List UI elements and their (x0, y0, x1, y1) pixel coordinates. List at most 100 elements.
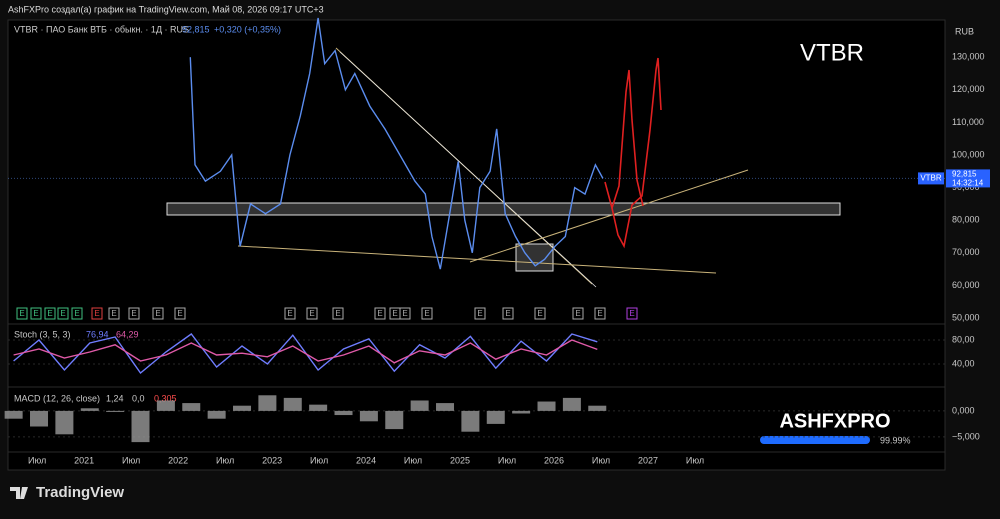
earnings-box (108, 307, 120, 320)
earnings-marker: E (335, 309, 340, 318)
histogram-bar (486, 410, 505, 424)
x-tick-label: Июл (686, 455, 704, 465)
earnings-marker: E (424, 309, 429, 318)
price-change: +0,320 (+0,35%) (214, 24, 281, 34)
y-tick-label: 110,000 (952, 117, 984, 127)
histogram-bar (410, 400, 429, 411)
histogram-bar (461, 410, 480, 432)
currency: RUB (955, 26, 974, 36)
x-tick-label: Июл (404, 455, 422, 465)
earnings-marker: E (377, 309, 382, 318)
earnings-box (626, 307, 638, 320)
watermark-bar (760, 436, 870, 444)
forecast-line (611, 57, 662, 249)
earnings-marker: E (575, 309, 580, 318)
trend-line (469, 169, 749, 263)
chart-area (7, 19, 946, 471)
earnings-box (502, 307, 514, 320)
earnings-box (399, 307, 411, 320)
earnings-marker: E (287, 309, 292, 318)
series-tag (918, 172, 944, 185)
x-tick-label: 2021 (74, 455, 94, 465)
x-tick-label: Июл (216, 455, 234, 465)
forecast-line (604, 69, 644, 211)
earnings-marker: E (155, 309, 160, 318)
y-tick-label: 100,000 (952, 149, 985, 159)
y-tick-label: 40,00 (952, 358, 975, 368)
macd-value: 0,305 (154, 393, 177, 403)
earnings-marker: E (597, 309, 602, 318)
last-time: 14:32:14 (952, 179, 984, 188)
last-price-value: 92,815 (952, 170, 977, 179)
histogram-bar (233, 405, 252, 411)
stoch-title: Stoch (3, 5, 3) (14, 329, 71, 339)
histogram-bar (309, 404, 328, 411)
earnings-box (534, 307, 546, 320)
x-tick-label: Июл (28, 455, 46, 465)
y-tick-label: 0,000 (952, 405, 975, 415)
x-tick-label: Июл (310, 455, 328, 465)
y-tick-label: 80,00 (952, 334, 975, 344)
histogram-bar (156, 400, 175, 411)
earnings-box (57, 307, 69, 320)
x-tick-label: Июл (122, 455, 140, 465)
earnings-marker: E (477, 309, 482, 318)
stoch-d-value: 64,29 (116, 329, 139, 339)
histogram-bar (131, 410, 150, 443)
earnings-box (374, 307, 386, 320)
footer-brand: TradingView (36, 484, 124, 501)
histogram-bar (80, 408, 99, 411)
last-price-tag (946, 169, 990, 188)
earnings-box (71, 307, 83, 320)
support-zone (166, 202, 841, 216)
earnings-box (174, 307, 186, 320)
x-tick-label: 2022 (168, 455, 188, 465)
earnings-marker: E (402, 309, 407, 318)
y-tick-label: 130,000 (952, 52, 985, 62)
y-tick-label: 80,000 (952, 215, 980, 225)
x-tick-label: 2024 (356, 455, 376, 465)
earnings-box (30, 307, 42, 320)
footer-logo (10, 487, 28, 499)
x-tick-label: 2027 (638, 455, 658, 465)
watermark-brand: ASHFXPRO (779, 410, 890, 432)
y-tick-label: −5,000 (952, 431, 980, 441)
histogram-bar (588, 405, 607, 411)
symbol-annotation: VTBR (800, 39, 864, 66)
earnings-box (128, 307, 140, 320)
histogram-bar (258, 395, 277, 411)
earnings-box (332, 307, 344, 320)
histogram-bar (359, 410, 378, 422)
x-tick-label: 2023 (262, 455, 282, 465)
earnings-box (306, 307, 318, 320)
earnings-marker: E (505, 309, 510, 318)
earnings-box (16, 307, 28, 320)
histogram-bar (106, 410, 125, 412)
earnings-marker: E (131, 309, 136, 318)
earnings-box (284, 307, 296, 320)
histogram-bar (385, 410, 404, 430)
histogram-bar (436, 403, 455, 411)
y-tick-label: 120,000 (952, 84, 985, 94)
y-tick-label: 50,000 (952, 312, 980, 322)
earnings-marker: E (60, 309, 65, 318)
histogram-bar (334, 410, 353, 416)
histogram-bar (512, 410, 531, 414)
histogram-bar (182, 403, 201, 411)
y-tick-label: 70,000 (952, 247, 980, 257)
last-price: 92,815 (182, 24, 210, 34)
earnings-marker: E (33, 309, 38, 318)
histogram-bar (4, 410, 23, 419)
histogram-bar (283, 397, 302, 411)
earnings-marker: E (537, 309, 542, 318)
header-caption: AshFXPro создал(а) график на TradingView… (8, 4, 324, 14)
symbol-title: VTBR · ПАО Банк ВТБ · обыкн. · 1Д · RUS (14, 24, 189, 34)
earnings-box (474, 307, 486, 320)
earnings-marker: E (74, 309, 79, 318)
x-tick-label: Июл (592, 455, 610, 465)
earnings-box (421, 307, 433, 320)
earnings-marker: E (19, 309, 24, 318)
x-tick-label: Июл (498, 455, 516, 465)
